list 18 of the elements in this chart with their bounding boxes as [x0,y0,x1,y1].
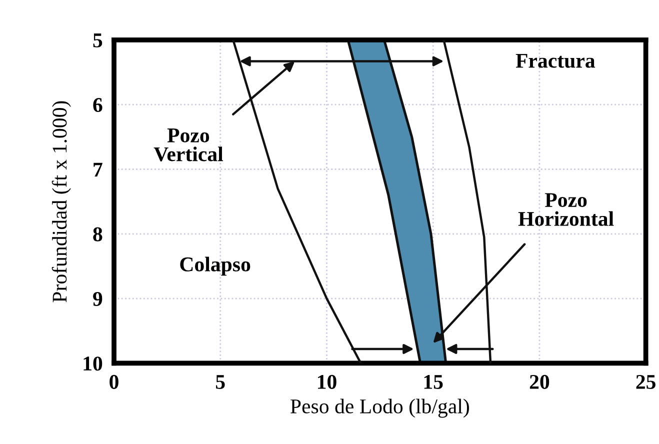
y-axis-title: Profundidad (ft x 1.000) [52,101,71,302]
annotation: Pozo Vertical [154,128,224,162]
x-tick-label: 15 [424,375,443,389]
y-tick-label: 6 [93,98,102,112]
x-tick-label: 10 [318,374,336,389]
x-tick-label: 0 [110,374,118,389]
x-tick-label: 5 [216,375,225,389]
x-tick-label: 25 [636,374,656,389]
annotation: Colapso [180,256,250,276]
y-tick-label: 8 [93,227,102,242]
x-tick-label: 20 [530,374,550,389]
y-tick-label: 7 [94,162,102,176]
annotation: Pozo Horizontal [518,193,614,226]
x-axis-title: Peso de Lodo (lb/gal) [290,398,469,418]
y-tick-label: 5 [93,34,102,48]
y-tick-label: 10 [84,356,102,371]
annotation: Fractura [516,54,596,68]
y-tick-label: 9 [93,292,102,306]
